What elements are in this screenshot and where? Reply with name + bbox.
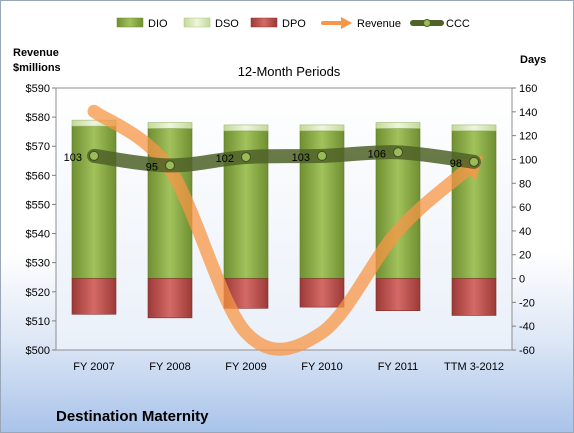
left-tick-label: $560 [26, 170, 50, 182]
ccc-line [87, 145, 481, 173]
ccc-data-label: 95 [146, 161, 158, 173]
legend-arrow-icon [341, 17, 352, 29]
left-axis-ticks: $500 $510 $520 $530 $540 $550 $560 $570 $580 $590 [26, 83, 56, 357]
right-axis-title: Days [520, 54, 546, 66]
right-tick-label: 0 [519, 274, 525, 286]
legend-item-dpo: DPO [250, 17, 306, 30]
ccc-data-label: 106 [368, 148, 386, 160]
legend-label-ccc: CCC [446, 18, 470, 30]
dso-bar [147, 122, 193, 129]
category-label: FY 2011 [378, 361, 419, 373]
legend-item-dio: DIO [116, 17, 168, 30]
dpo-bar [375, 278, 421, 311]
ccc-marker [393, 147, 403, 158]
right-tick-label: 120 [519, 131, 537, 143]
dso-bar [451, 124, 497, 132]
legend-label-dio: DIO [148, 18, 168, 30]
left-tick-label: $570 [26, 141, 50, 153]
right-tick-label: 20 [519, 250, 531, 262]
legend-swatch-dso [183, 17, 211, 28]
category-label: FY 2009 [225, 361, 266, 373]
left-tick-label: $550 [26, 199, 50, 211]
left-tick-label: $580 [26, 112, 50, 124]
right-tick-label: -60 [519, 345, 535, 357]
dso-bar [223, 124, 269, 132]
ccc-marker [317, 150, 327, 161]
right-tick-label: 60 [519, 202, 531, 214]
dso-bar [375, 122, 421, 129]
ccc-marker [89, 150, 99, 161]
chart-title: 12-Month Periods [238, 64, 341, 79]
right-tick-label: 100 [519, 154, 537, 166]
dpo-bar [299, 278, 345, 308]
right-tick-label: 160 [519, 83, 537, 95]
left-tick-label: $540 [26, 229, 50, 241]
dpo-bar [147, 278, 193, 319]
left-tick-label: $520 [26, 287, 50, 299]
ccc-data-label: 103 [292, 152, 310, 164]
left-tick-label: $500 [26, 345, 50, 357]
right-tick-label: 140 [519, 107, 537, 119]
dpo-bar [451, 278, 497, 316]
ccc-marker [469, 156, 479, 167]
right-tick-label: -20 [519, 297, 535, 309]
ccc-data-label: 98 [450, 158, 462, 170]
legend-label-dpo: DPO [282, 18, 306, 30]
legend-item-dso: DSO [183, 17, 239, 30]
left-tick-label: $510 [26, 316, 50, 328]
left-tick-label: $530 [26, 258, 50, 270]
dpo-bar [71, 278, 117, 315]
left-axis-title-line1: Revenue [13, 47, 59, 59]
legend-swatch-dpo [250, 17, 278, 28]
right-tick-label: -40 [519, 321, 535, 333]
category-label: FY 2007 [73, 361, 114, 373]
legend-item-ccc: CCC [410, 18, 470, 30]
legend-label-dso: DSO [215, 18, 239, 30]
right-tick-label: 80 [519, 178, 531, 190]
ccc-marker [165, 160, 175, 171]
left-tick-label: $590 [26, 83, 50, 95]
category-label: TTM 3-2012 [444, 361, 504, 373]
category-label: FY 2008 [149, 361, 190, 373]
category-label: FY 2010 [301, 361, 342, 373]
category-labels: FY 2007 FY 2008 FY 2009 FY 2010 FY 2011 TTM 3… [73, 361, 504, 373]
ccc-data-label: 102 [216, 153, 234, 165]
legend: DIO DSO DPO Revenue CCC [116, 17, 470, 30]
ccc-layer: 103 95 102 103 106 98 [64, 145, 481, 173]
right-tick-label: 40 [519, 226, 531, 238]
legend-label-revenue: Revenue [357, 18, 401, 30]
ccc-marker [241, 152, 251, 163]
legend-swatch-dio [116, 17, 144, 28]
ccc-data-label: 103 [64, 152, 82, 164]
legend-marker-ccc [423, 19, 431, 27]
dso-bar [299, 124, 345, 132]
company-title: Destination Maternity [56, 408, 209, 425]
left-axis-title-line2: $millions [13, 62, 61, 74]
right-axis-ticks: -60 -40 -20 0 20 40 60 80 100 120 140 160 [512, 83, 537, 357]
legend-item-revenue: Revenue [321, 17, 401, 30]
